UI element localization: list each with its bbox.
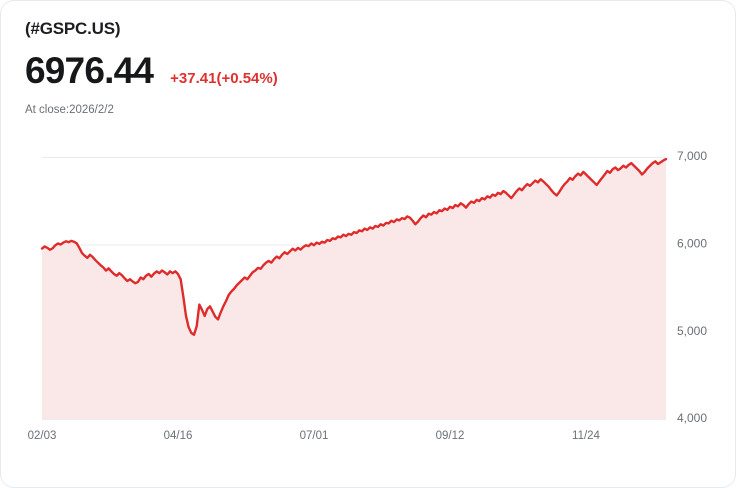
x-tick-label: 02/03: [28, 430, 57, 442]
price-line: [40, 157, 668, 336]
x-tick-label: 11/24: [572, 430, 601, 442]
x-tick-label: 09/12: [436, 430, 465, 442]
y-tick-label: 7,000: [677, 149, 707, 163]
y-axis-labels: 7,000 6,000 5,000 4,000: [677, 149, 707, 425]
x-tick-label: 04/16: [164, 430, 193, 442]
price-chart[interactable]: 7,000 6,000 5,000 4,000 02/03 04/16 07/01 09/1…: [1, 139, 735, 449]
price-chart-svg: 7,000 6,000 5,000 4,000 02/03 04/16 07/01 09/1…: [28, 149, 708, 442]
x-axis-labels: 02/03 04/16 07/01 09/12 11/24: [28, 430, 601, 442]
market-status: At close:2026/2/2: [25, 104, 114, 116]
y-tick-label: 6,000: [677, 237, 707, 251]
symbol-title: (#GSPC.US): [25, 19, 121, 38]
x-tick-label: 07/01: [300, 430, 329, 442]
last-price: 6976.44: [25, 50, 154, 91]
y-tick-label: 5,000: [677, 324, 707, 338]
price-change: +37.41(+0.54%): [170, 70, 278, 87]
y-tick-label: 4,000: [677, 411, 707, 425]
area-fill: [42, 159, 666, 419]
price-row: 6976.44 +37.41(+0.54%): [25, 51, 735, 91]
quote-header: (#GSPC.US) 6976.44 +37.41(+0.54%) At clo…: [1, 1, 735, 117]
